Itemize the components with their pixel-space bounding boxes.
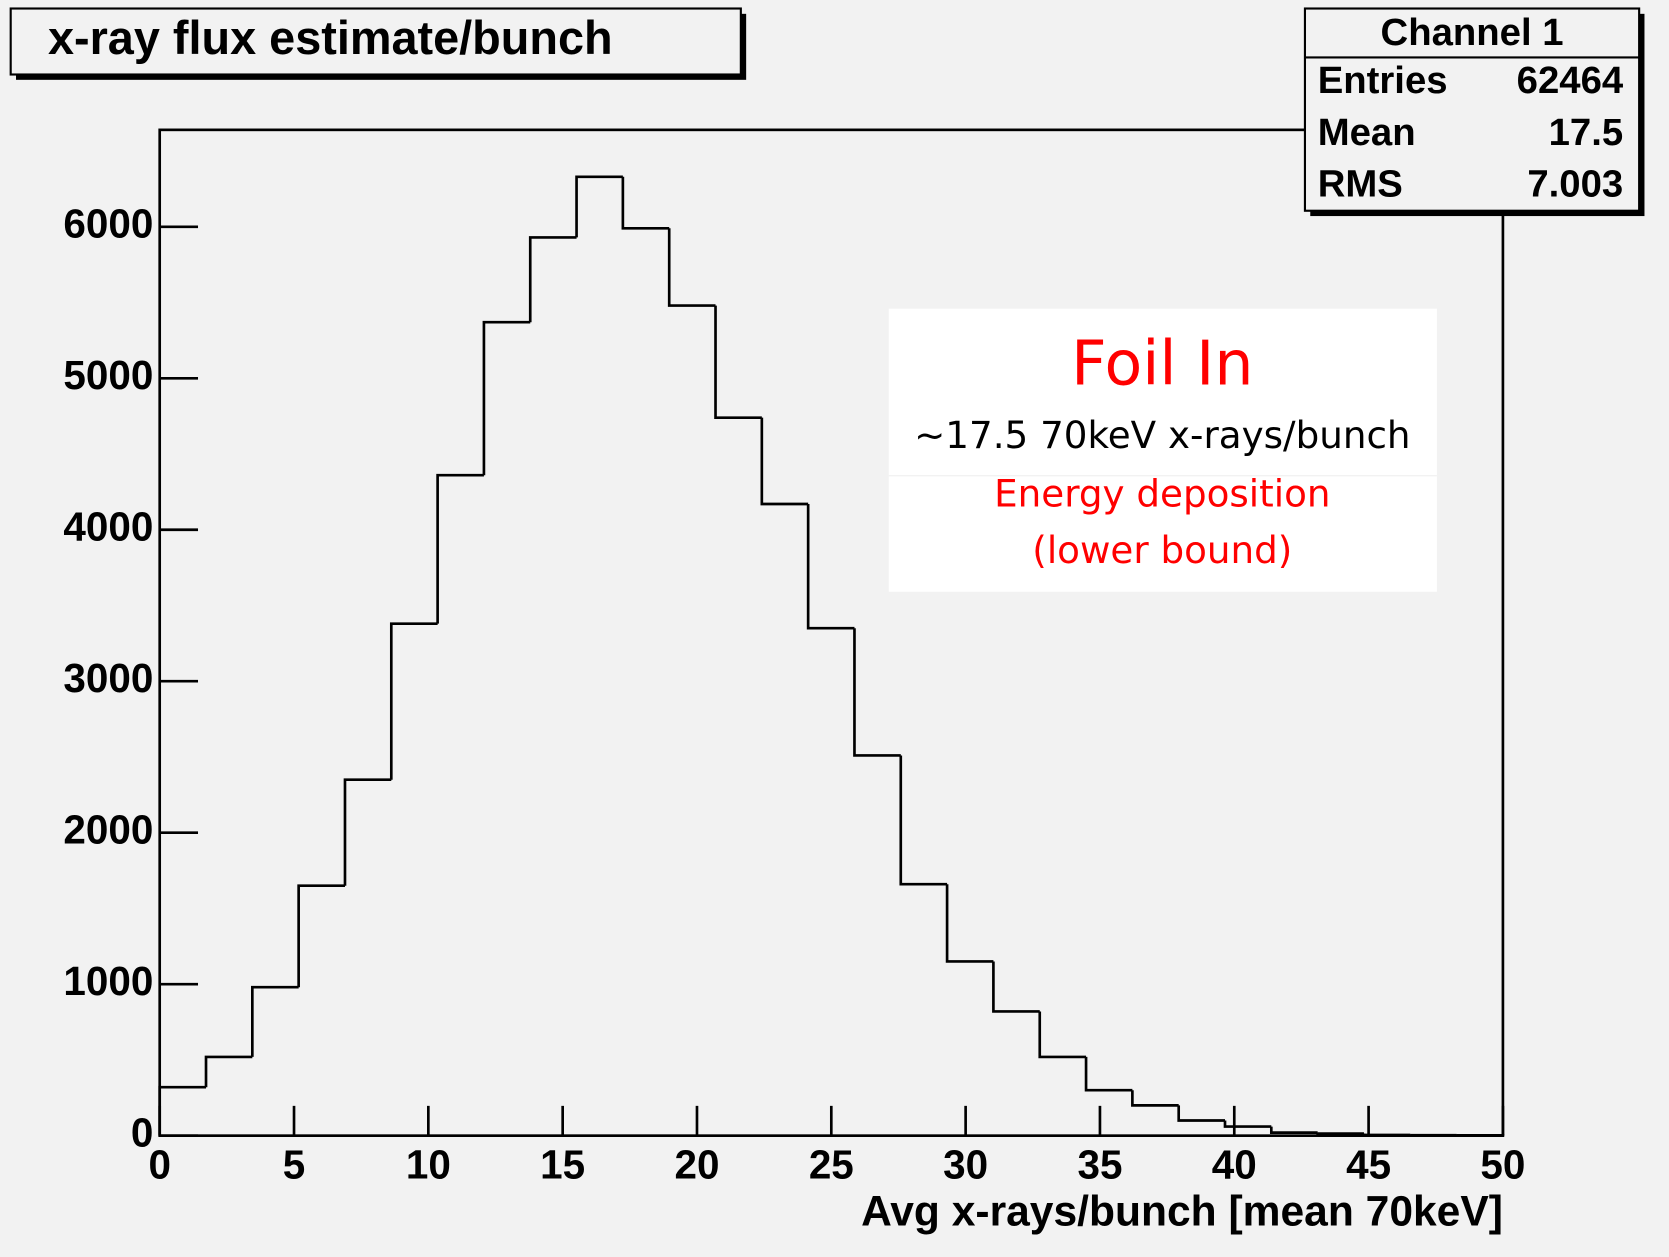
y-tick-label: 5000 (63, 352, 153, 398)
y-tick-label: 6000 (63, 200, 153, 246)
histogram-bar (1269, 1126, 1318, 1134)
histogram-bar (297, 884, 345, 988)
histogram-bar (945, 884, 994, 963)
histogram-bar (482, 320, 531, 476)
x-tick-label: 45 (1346, 1141, 1391, 1187)
histogram-bar (343, 778, 392, 886)
x-tick-label: 35 (1077, 1141, 1122, 1187)
stats-box (1303, 7, 1641, 212)
stats-label: RMS (1318, 162, 1403, 205)
x-tick-label: 5 (283, 1141, 306, 1187)
x-tick-label: 25 (809, 1141, 854, 1187)
histogram-bar (389, 622, 438, 780)
stats-value: 7.003 (1527, 162, 1623, 205)
chart-title: x-ray flux estimate/bunch (48, 12, 613, 64)
histogram-bar (436, 473, 484, 624)
x-tick-label: 15 (540, 1141, 585, 1187)
stats-value: 62464 (1517, 59, 1624, 102)
histogram-bar (158, 1085, 207, 1136)
histogram-bar (528, 236, 577, 323)
histogram-bar (621, 176, 670, 230)
title-box (9, 7, 742, 76)
y-tick-label: 3000 (63, 655, 153, 701)
histogram-bar (714, 305, 762, 419)
annotation-heading: Foil In (1071, 327, 1253, 399)
x-tick-label: 50 (1480, 1141, 1525, 1187)
histogram-bar (667, 228, 716, 307)
annotation-text: ~17.5 70keV x-rays/bunch (914, 413, 1410, 457)
histogram-bar (806, 504, 855, 630)
stats-title: Channel 1 (1381, 11, 1564, 54)
y-tick-label: 1000 (63, 958, 153, 1004)
y-tick-label: 0 (131, 1109, 154, 1155)
histogram-bar (1362, 1133, 1411, 1137)
histogram-bar (250, 985, 299, 1057)
stats-label: Entries (1318, 59, 1448, 102)
x-tick-label: 10 (406, 1141, 451, 1187)
histogram-bar (1084, 1056, 1133, 1092)
x-tick-label: 40 (1212, 1141, 1257, 1187)
annotation-text: Energy deposition (994, 471, 1330, 515)
histogram-bar (899, 755, 948, 886)
y-tick-label: 4000 (63, 503, 153, 549)
histogram-bar (575, 175, 623, 238)
x-tick-label: 0 (148, 1141, 171, 1187)
y-tick-label: 2000 (63, 806, 153, 852)
histogram-bar (853, 628, 901, 757)
histogram-bar (760, 417, 809, 506)
histogram-bar (1316, 1132, 1364, 1135)
histogram-bar (1131, 1090, 1179, 1107)
histogram-bar (1177, 1105, 1226, 1122)
stats-value: 17.5 (1549, 111, 1624, 154)
histogram-bar (1038, 1011, 1087, 1059)
x-tick-label: 30 (943, 1141, 988, 1187)
x-tick-label: 20 (674, 1141, 719, 1187)
histogram-bar (204, 1055, 253, 1088)
annotation-text: (lower bound) (1032, 528, 1292, 572)
annotation-box (888, 308, 1437, 592)
histogram-bar (992, 961, 1040, 1013)
stats-label: Mean (1318, 111, 1416, 154)
histogram-bar (1223, 1120, 1272, 1128)
x-axis-label: Avg x-rays/bunch [mean 70keV] (861, 1188, 1503, 1236)
